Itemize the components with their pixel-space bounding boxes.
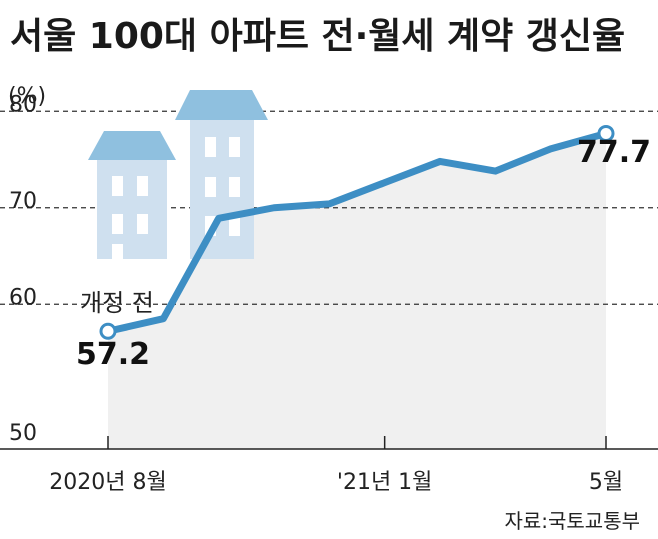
x-tick-layer: 2020년 8월 '21년 1월 5월 bbox=[49, 436, 623, 495]
x-tick-label: 2020년 8월 bbox=[49, 470, 166, 495]
area-layer bbox=[108, 133, 606, 449]
y-axis-unit: (%) bbox=[8, 84, 46, 109]
area-fill bbox=[108, 133, 606, 449]
data-label-end: 77.7 bbox=[577, 135, 651, 170]
x-tick-label: '21년 1월 bbox=[337, 470, 433, 495]
source-note: 자료:국토교통부 bbox=[504, 509, 640, 533]
x-tick-label: 5월 bbox=[589, 470, 623, 495]
annotation-start-note: 개정 전 bbox=[80, 289, 154, 317]
y-tick-label-60: 60 bbox=[9, 285, 37, 310]
building-window bbox=[112, 214, 123, 234]
data-point-start bbox=[99, 322, 117, 340]
building-window bbox=[229, 137, 240, 157]
building-body-right bbox=[190, 120, 254, 259]
chart-title: 서울 100대 아파트 전·월세 계약 갱신율 bbox=[10, 16, 625, 57]
data-point-end bbox=[597, 124, 615, 142]
y-tick-label-70: 70 bbox=[9, 189, 37, 214]
building-roof-right bbox=[175, 90, 268, 120]
building-window bbox=[205, 137, 216, 157]
building-window bbox=[137, 214, 148, 234]
building-window bbox=[229, 177, 240, 197]
apartment-buildings-icon bbox=[88, 90, 268, 264]
line-layer bbox=[104, 129, 610, 335]
data-label-start: 57.2 bbox=[76, 337, 150, 372]
building-roof-left bbox=[88, 131, 176, 160]
series-line bbox=[104, 129, 610, 335]
y-tick-label-50: 50 bbox=[9, 421, 37, 446]
building-body-left bbox=[97, 160, 167, 259]
y-tick-layer: 50 60 70 80 bbox=[9, 92, 37, 446]
building-window bbox=[137, 176, 148, 196]
building-window bbox=[112, 244, 123, 264]
building-window bbox=[205, 177, 216, 197]
y-tick-label-80: 80 bbox=[9, 92, 37, 117]
building-window bbox=[112, 176, 123, 196]
building-window bbox=[229, 216, 240, 236]
marker-layer bbox=[99, 124, 615, 340]
